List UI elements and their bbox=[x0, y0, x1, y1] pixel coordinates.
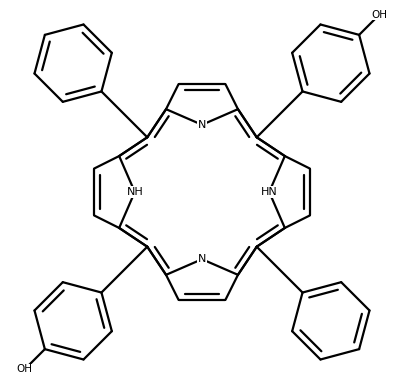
Text: OH: OH bbox=[371, 10, 387, 20]
Text: OH: OH bbox=[17, 364, 33, 374]
Text: N: N bbox=[198, 120, 206, 130]
Text: HN: HN bbox=[261, 187, 278, 197]
Text: NH: NH bbox=[126, 187, 143, 197]
Text: N: N bbox=[198, 254, 206, 264]
